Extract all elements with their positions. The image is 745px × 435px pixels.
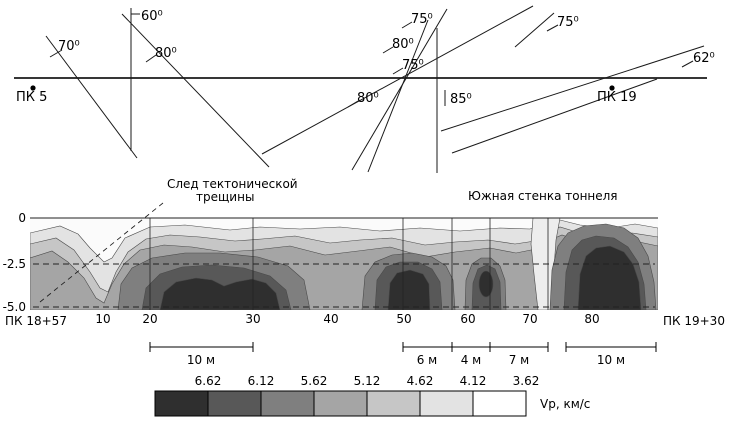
x-tick-label: 10: [95, 312, 110, 326]
contour-core-6.62: [577, 245, 642, 310]
contour-plot: [30, 218, 658, 310]
dip-angle-label: 85⁰: [450, 92, 472, 107]
fracture-line: [261, 5, 534, 155]
scale-bar-label: 4 м: [461, 353, 482, 367]
angle-tick: [145, 54, 157, 63]
x-tick-label: 40: [323, 312, 338, 326]
dip-angle-label: 70⁰: [58, 39, 80, 54]
angle-tick: [392, 67, 404, 75]
dip-angle-label: 80⁰: [357, 91, 379, 106]
fracture-line: [45, 35, 138, 159]
section-picket-left: ПК 18+57: [5, 314, 67, 328]
angle-tick: [401, 21, 413, 29]
dip-angle-label: 75⁰: [411, 12, 433, 27]
contour-core-6.62: [387, 269, 431, 310]
legend-swatch: [313, 390, 368, 417]
south-wall-label: Южная стенка тоннеля: [468, 189, 618, 203]
fracture-line: [451, 78, 658, 154]
picket-dot-pk19: [609, 85, 615, 91]
dip-angle-label: 80⁰: [155, 46, 177, 61]
depth-tick-label: -2.5: [3, 257, 26, 271]
section-grid: [30, 202, 658, 310]
section-picket-right: ПК 19+30: [663, 314, 725, 328]
fracture-trace-label-line1: След тектонической: [167, 177, 298, 191]
contour-core-6.62: [159, 277, 281, 310]
scale-bar-label: 6 м: [417, 353, 438, 367]
legend-value: 5.12: [354, 374, 381, 388]
structural-diagram-labels: 70⁰ 60⁰ 80⁰ 75⁰ 80⁰ 75⁰ 80⁰ 85⁰ 75⁰ 62⁰ …: [16, 9, 715, 107]
fracture-line: [367, 19, 429, 173]
legend-value: 5.62: [301, 374, 328, 388]
picket-label-pk19: ПК 19: [597, 90, 637, 105]
legend-swatch: [154, 390, 209, 417]
legend-unit-label: Vp, км/с: [540, 397, 590, 411]
angle-tick: [382, 46, 394, 54]
dip-angle-label: 60⁰: [141, 9, 163, 24]
contour-core-6.62: [478, 270, 494, 298]
legend-swatches: [154, 390, 527, 417]
picket-dot-pk5: [30, 85, 36, 91]
angle-tick: [347, 100, 359, 108]
scale-bars: [149, 342, 657, 352]
legend-values: 6.62 6.12 5.62 5.12 4.62 4.12 3.62: [195, 374, 540, 388]
legend-value: 4.12: [460, 374, 487, 388]
legend-swatch: [472, 390, 527, 417]
scale-bar-labels: 10 м 6 м 4 м 7 м 10 м: [187, 353, 625, 367]
x-tick-label: 70: [522, 312, 537, 326]
fracture-line: [440, 45, 705, 132]
dip-angle-label: 80⁰: [392, 37, 414, 52]
legend-value: 3.62: [513, 374, 540, 388]
x-tick-label: 60: [460, 312, 475, 326]
angle-tick: [49, 49, 63, 58]
legend-value: 4.62: [407, 374, 434, 388]
fracture-line: [121, 13, 270, 168]
dip-angle-label: 75⁰: [557, 15, 579, 30]
section-labels: След тектонической трещины Южная стенка …: [3, 177, 725, 328]
structural-diagram: [14, 5, 707, 173]
legend-swatch: [419, 390, 474, 417]
picket-label-pk5: ПК 5: [16, 90, 47, 105]
fracture-line: [514, 12, 555, 48]
depth-tick-label: 0: [18, 211, 26, 225]
scale-bar-label: 10 м: [187, 353, 215, 367]
x-tick-label: 50: [396, 312, 411, 326]
scale-bar-label: 10 м: [597, 353, 625, 367]
dip-angle-label: 62⁰: [693, 51, 715, 66]
angle-tick: [546, 24, 559, 32]
velocity-legend: 6.62 6.12 5.62 5.12 4.62 4.12 3.62 Vp, к…: [154, 374, 590, 417]
legend-swatch: [260, 390, 315, 417]
scale-bar-label: 7 м: [509, 353, 530, 367]
fracture-trace-label-line2: трещины: [196, 190, 254, 204]
legend-swatch: [366, 390, 421, 417]
x-tick-label: 30: [245, 312, 260, 326]
legend-value: 6.62: [195, 374, 222, 388]
legend-value: 6.12: [248, 374, 275, 388]
angle-tick: [681, 60, 694, 68]
dip-angle-label: 75⁰: [402, 58, 424, 73]
legend-swatch: [207, 390, 262, 417]
x-tick-label: 80: [584, 312, 599, 326]
fracture-line: [351, 8, 448, 171]
depth-tick-label: -5.0: [3, 300, 26, 314]
x-tick-label: 20: [142, 312, 157, 326]
